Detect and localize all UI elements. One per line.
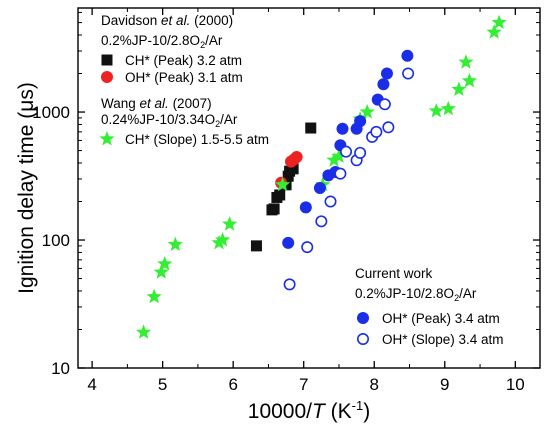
data-point [250, 240, 262, 252]
data-point [402, 67, 415, 80]
legend-label-ch-slope: CH* (Slope) 1.5-5.5 atm [125, 132, 269, 147]
legend-label-oh-peak-3-4: OH* (Peak) 3.4 atm [382, 311, 500, 326]
data-point [486, 24, 502, 39]
data-point [167, 236, 183, 252]
data-point [377, 78, 390, 91]
legend-group-current-work: Current work 0.2%JP-10/2.8O2/Ar OH* (Pea… [355, 266, 504, 347]
data-point [331, 148, 347, 163]
legend-group-davidson-author: Davidson et al. (2000) [101, 13, 233, 28]
tick-labels: 4 5 6 7 8 9 10 10 100 1000 [32, 103, 525, 394]
legend-label-oh-peak-3-1: OH* (Peak) 3.1 atm [125, 70, 243, 85]
data-point [287, 163, 299, 175]
data-point [354, 146, 367, 159]
axis-ticks [78, 8, 540, 369]
x-axis-title: 10000/T (K-1) [248, 398, 370, 423]
data-point [211, 234, 227, 250]
data-point [146, 288, 162, 304]
series-3 [282, 49, 414, 249]
legend-group-wang-author: Wang et al. (2007) [101, 96, 212, 111]
data-point [370, 125, 383, 138]
plot-area-frame [77, 7, 541, 369]
data-point [401, 49, 414, 62]
data-point [334, 167, 347, 180]
legend-group-current-condition: 0.2%JP-10/2.8O2/Ar [355, 286, 477, 303]
data-point [153, 264, 169, 279]
series-4 [283, 67, 415, 291]
data-point [428, 102, 444, 118]
data-point [380, 67, 393, 80]
data-point [491, 14, 507, 30]
x-tick-label: 10 [506, 375, 525, 394]
legend-marker-ch-peak-3-2 [101, 54, 113, 66]
legend-marker-oh-slope-3-4 [356, 332, 369, 345]
data-point [336, 122, 349, 135]
legend-marker-oh-peak-3-4 [357, 312, 369, 324]
y-axis-title: Ignition delay time (μs) [15, 82, 38, 294]
data-point [222, 216, 238, 231]
legend-group-davidson: Davidson et al. (2000) 0.2%JP-10/2.8O2/A… [101, 13, 243, 85]
legend-group-wang-condition: 0.24%JP-10/3.34O2/Ar [101, 112, 238, 129]
data-point [299, 201, 312, 214]
series-2 [135, 14, 507, 339]
x-tick-label: 6 [228, 375, 237, 394]
data-point [378, 98, 391, 111]
data-points [135, 14, 507, 339]
legend-group-davidson-condition: 0.2%JP-10/2.8O2/Ar [101, 33, 223, 50]
data-point [268, 203, 280, 215]
x-tick-label: 9 [440, 375, 449, 394]
y-tick-label: 1000 [32, 103, 70, 122]
legend-label-oh-slope-3-4: OH* (Slope) 3.4 atm [382, 332, 504, 347]
data-point [214, 232, 231, 247]
data-point [354, 115, 367, 128]
data-point [305, 122, 317, 134]
data-point [458, 54, 474, 69]
legend-marker-oh-peak-3-1 [101, 71, 113, 83]
data-point [135, 324, 152, 339]
data-point [274, 176, 291, 192]
data-point [283, 278, 296, 291]
data-point [315, 215, 328, 228]
x-tick-label: 7 [299, 375, 308, 394]
x-tick-label: 8 [370, 375, 379, 394]
y-tick-label: 100 [42, 231, 70, 250]
data-point [313, 181, 326, 194]
data-point [290, 151, 303, 164]
data-point [382, 121, 395, 134]
legend-marker-ch-slope [99, 131, 115, 146]
x-tick-label: 5 [158, 375, 167, 394]
legend-label-ch-peak-3-2: CH* (Peak) 3.2 atm [125, 53, 242, 68]
y-tick-label: 10 [51, 359, 70, 378]
data-point [359, 104, 375, 119]
data-point [274, 189, 286, 201]
data-point [440, 100, 456, 116]
data-point [451, 81, 467, 96]
legend-group-current-author: Current work [355, 266, 433, 281]
legend-group-wang: Wang et al. (2007) 0.24%JP-10/3.34O2/Ar … [99, 96, 269, 147]
data-point [461, 72, 478, 88]
data-point [324, 195, 337, 208]
data-point [340, 145, 353, 158]
x-tick-label: 4 [87, 375, 96, 394]
data-point [282, 236, 295, 249]
data-point [157, 255, 173, 271]
data-point [301, 241, 314, 254]
data-point [326, 152, 342, 167]
